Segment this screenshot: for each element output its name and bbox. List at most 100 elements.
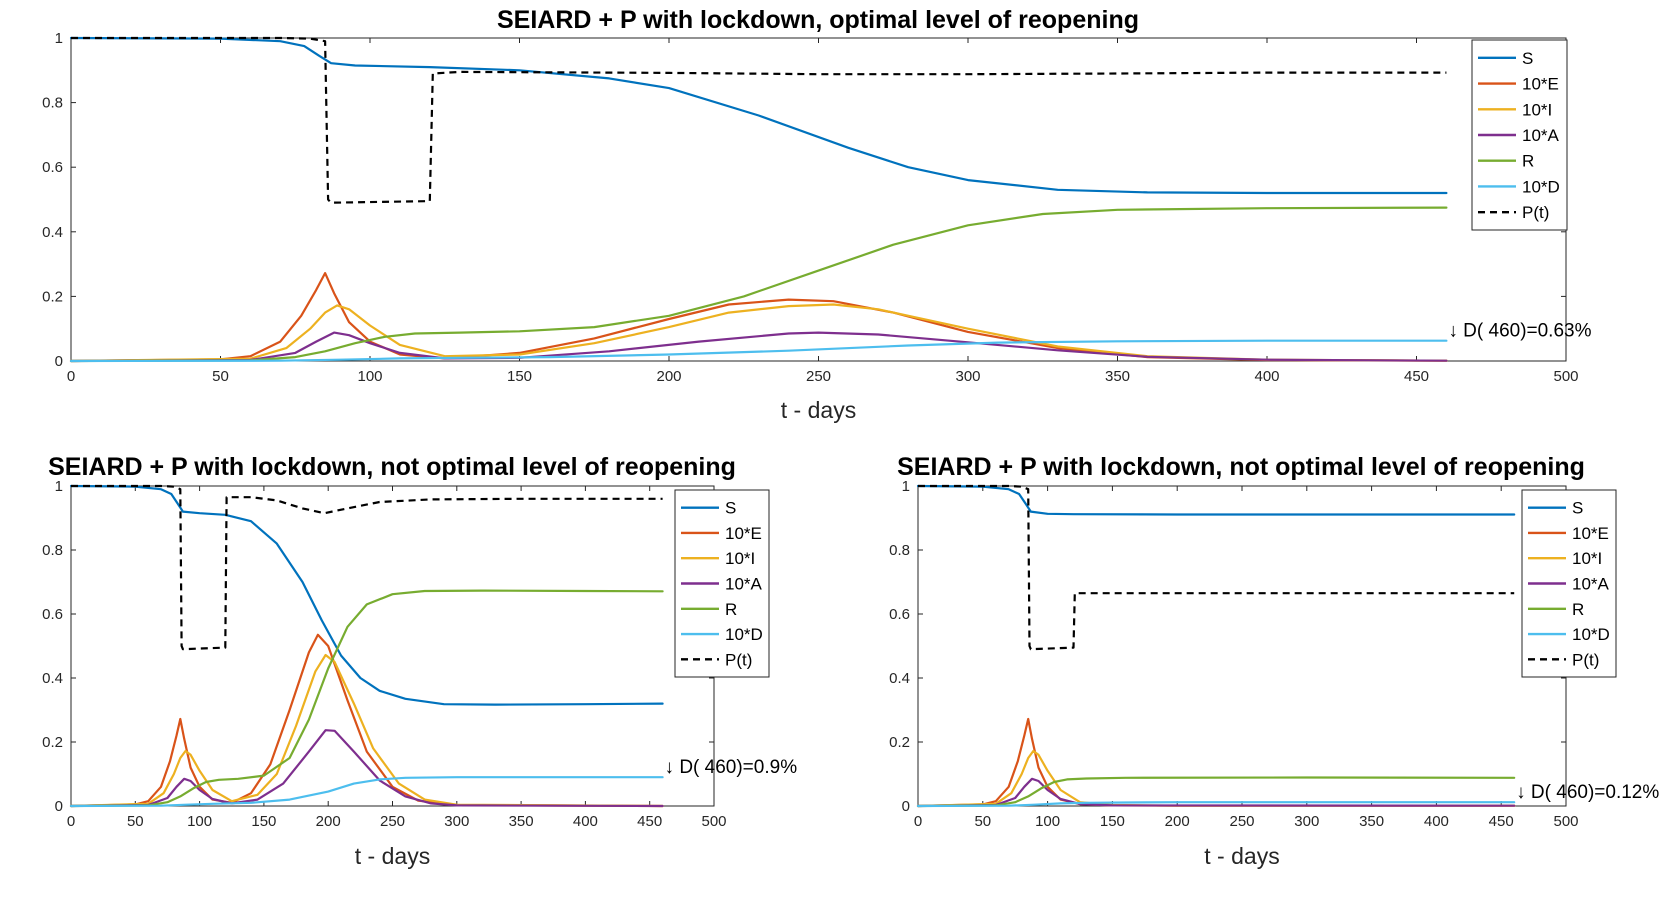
y-tick-label: 0.2 [42,734,63,751]
chart-title: SEIARD + P with lockdown, not optimal le… [48,453,736,481]
x-tick-label: 200 [1165,813,1190,830]
legend-label: R [1522,152,1534,171]
x-tick-label: 500 [701,813,726,830]
x-tick-label: 250 [380,813,405,830]
y-tick-label: 1 [902,478,910,495]
x-tick-label: 400 [573,813,598,830]
legend-label: P(t) [1522,203,1549,222]
y-tick-label: 1 [55,30,63,47]
x-tick-label: 150 [1100,813,1125,830]
y-tick-label: 0.6 [42,606,63,623]
series-line-10a [69,331,1448,363]
x-tick-label: 150 [507,368,532,385]
series-line-10d [69,776,664,808]
legend-label: 10*I [1572,549,1602,568]
series-line-r [916,776,1516,808]
x-tick-label: 0 [914,813,922,830]
x-tick-label: 150 [251,813,276,830]
x-tick-label: 300 [1294,813,1319,830]
death-annotation: ↓ D( 460)=0.12% [1516,782,1659,803]
legend-label: 10*E [725,524,762,543]
death-annotation: ↓ D( 460)=0.63% [1448,321,1591,342]
y-tick-label: 0 [902,798,910,815]
x-tick-label: 350 [1105,368,1130,385]
series-line-10i [69,653,664,808]
legend-label: R [725,600,737,619]
series-line-10a [916,777,1516,808]
series-line-pt [918,484,1515,651]
y-tick-label: 0.8 [889,542,910,559]
x-tick-label: 300 [955,368,980,385]
y-tick-label: 0.2 [889,734,910,751]
series-line-10d [916,801,1516,808]
x-tick-label: 250 [806,368,831,385]
chart-top-optimal-reopening: SEIARD + P with lockdown, optimal level … [42,6,1591,423]
x-tick-label: 400 [1254,368,1279,385]
legend-label: 10*D [725,625,763,644]
y-tick-label: 0.6 [42,159,63,176]
legend-label: 10*A [1522,126,1560,145]
y-tick-label: 0 [55,353,63,370]
series-line-10d [69,339,1448,363]
x-tick-label: 350 [1359,813,1384,830]
y-tick-label: 0.2 [42,288,63,305]
y-tick-label: 0.4 [42,670,63,687]
series-line-pt [71,36,1447,204]
chart-bottom-right-not-optimal: SEIARD + P with lockdown, not optimal le… [889,453,1659,869]
x-tick-label: 250 [1229,813,1254,830]
x-tick-label: 50 [974,813,991,830]
y-tick-label: 0.8 [42,95,63,112]
legend-label: P(t) [725,650,752,669]
legend-label: S [725,499,736,518]
y-tick-label: 0.4 [42,224,63,241]
series-line-pt [71,484,663,651]
chart-bottom-left-not-optimal: SEIARD + P with lockdown, not optimal le… [42,453,797,869]
legend-label: P(t) [1572,650,1599,669]
x-axis-label: t - days [781,397,856,423]
x-tick-label: 50 [212,368,229,385]
series-line-10a [69,729,664,808]
x-tick-label: 200 [316,813,341,830]
x-tick-label: 450 [1489,813,1514,830]
legend-label: 10*A [1572,575,1610,594]
x-tick-label: 0 [67,368,75,385]
plot-area [70,485,715,807]
chart-title: SEIARD + P with lockdown, optimal level … [497,6,1139,34]
x-tick-label: 450 [637,813,662,830]
y-tick-label: 0 [55,798,63,815]
x-tick-label: 0 [67,813,75,830]
legend-label: 10*E [1572,524,1609,543]
x-tick-label: 500 [1553,813,1578,830]
x-tick-label: 200 [656,368,681,385]
x-axis-label: t - days [355,843,430,869]
legend-label: 10*I [725,549,755,568]
y-tick-label: 0.8 [42,542,63,559]
legend-label: S [1522,49,1533,68]
series-line-r [69,589,664,808]
x-tick-label: 350 [509,813,534,830]
x-tick-label: 50 [127,813,144,830]
x-tick-label: 100 [1035,813,1060,830]
series-line-10i [69,303,1448,363]
legend-label: 10*A [725,575,763,594]
y-tick-label: 1 [55,478,63,495]
x-tick-label: 400 [1424,813,1449,830]
legend-label: S [1572,499,1583,518]
legend-label: 10*D [1572,625,1610,644]
x-tick-label: 300 [444,813,469,830]
series-line-s [69,36,1448,195]
x-tick-label: 100 [357,368,382,385]
plot-area [917,485,1567,807]
x-axis-label: t - days [1204,843,1279,869]
death-annotation: ↓ D( 460)=0.9% [665,757,798,778]
legend-label: R [1572,600,1584,619]
legend-label: 10*E [1522,75,1559,94]
y-tick-label: 0.4 [889,670,910,687]
x-tick-label: 100 [187,813,212,830]
series-line-s [69,484,664,706]
chart-title: SEIARD + P with lockdown, not optimal le… [897,453,1585,481]
series-line-r [69,206,1448,363]
x-tick-label: 450 [1404,368,1429,385]
legend-label: 10*D [1522,177,1560,196]
